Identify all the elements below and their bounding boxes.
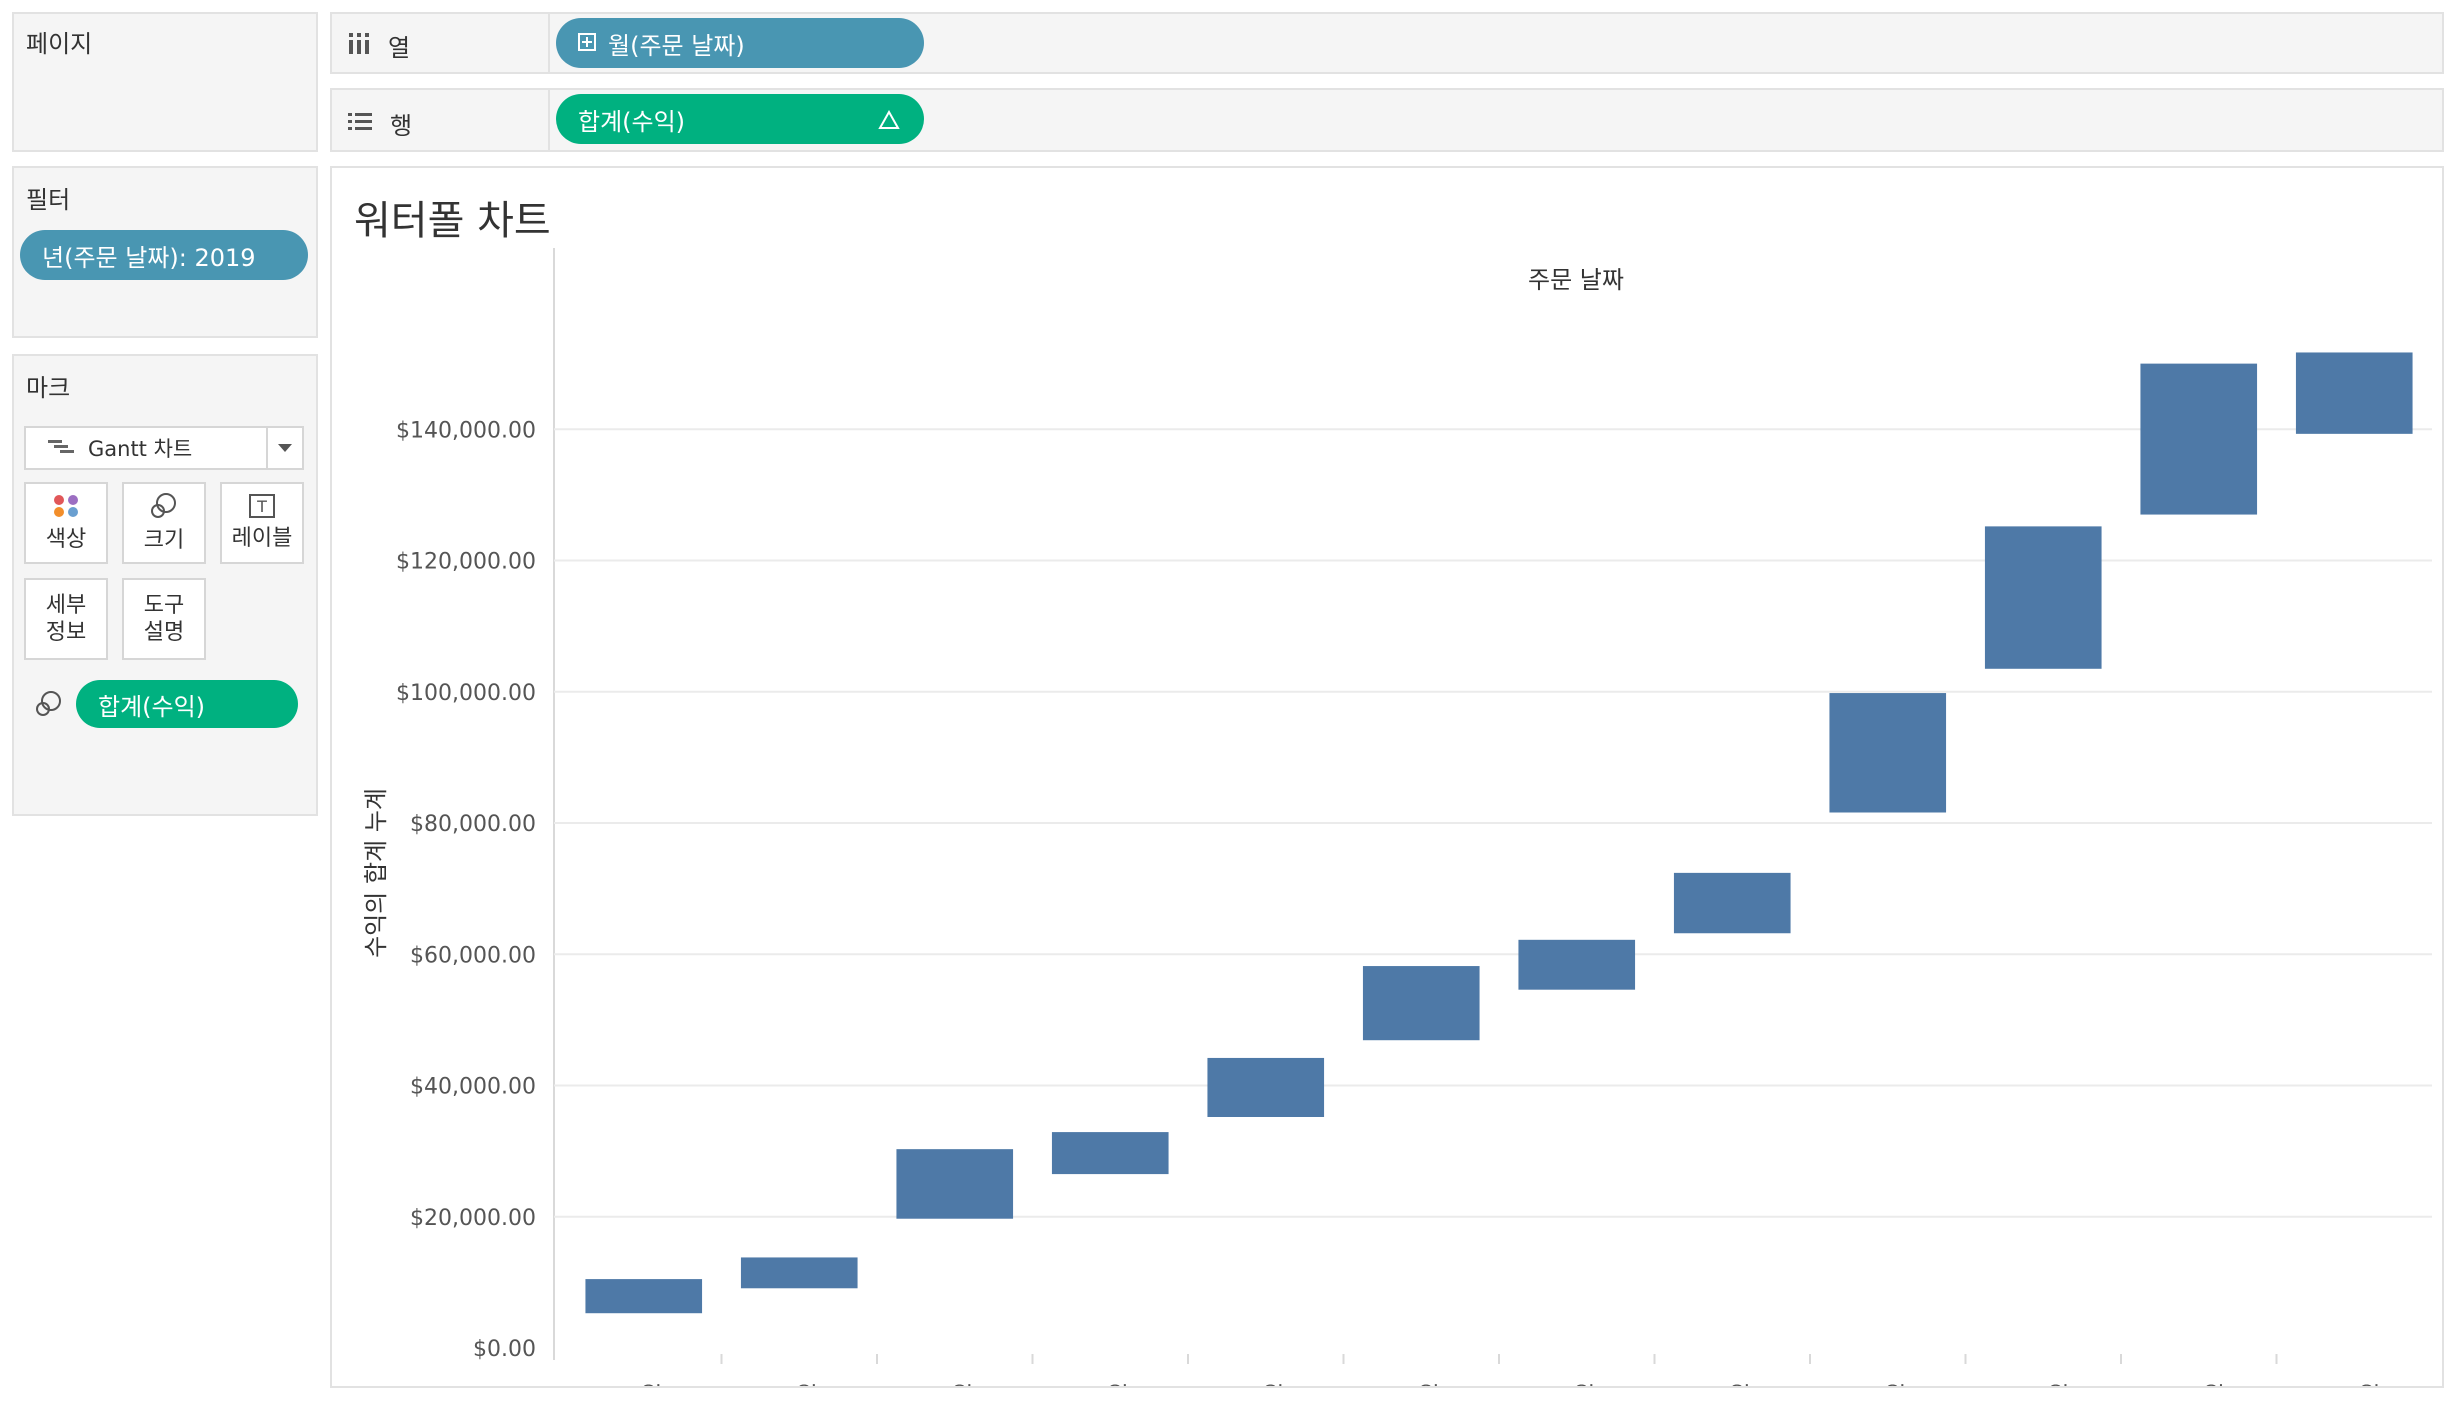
color-label: 색상: [45, 527, 87, 552]
gantt-bar: [1518, 939, 1636, 990]
gantt-bar: [2295, 352, 2413, 434]
delta-icon: [878, 108, 900, 136]
filter-pill-year[interactable]: 년(주문 날짜): 2019: [20, 230, 308, 280]
y-tick-label: $80,000.00: [410, 812, 536, 837]
gantt-bar: [1829, 693, 1947, 813]
gantt-bar: [2140, 363, 2258, 515]
x-tick-label: 12월: [2328, 1382, 2381, 1386]
columns-label: 열: [388, 34, 411, 62]
size-label: 크기: [143, 528, 185, 553]
y-tick-label: $60,000.00: [410, 943, 536, 968]
filters-card[interactable]: 필터 년(주문 날짜): 2019: [12, 166, 318, 338]
rows-label: 행: [390, 112, 413, 140]
y-tick-label: $0.00: [473, 1337, 536, 1362]
x-tick-label: 11월: [2172, 1382, 2225, 1386]
x-tick-label: 10월: [2017, 1382, 2070, 1386]
gantt-bar: [585, 1279, 703, 1314]
x-tick-label: 4월: [1092, 1382, 1129, 1386]
mark-type-dropdown[interactable]: Gantt 차트: [24, 426, 304, 470]
y-tick-label: $100,000.00: [396, 681, 536, 706]
tooltip-label-line1: 도구: [143, 592, 185, 618]
columns-pill-label: 월(주문 날짜): [608, 31, 745, 60]
chart-panel: 워터폴 차트 $0.00 $20,000.00 $40,000.00 $60,000.…: [330, 166, 2444, 1388]
label-button[interactable]: T 레이블: [220, 482, 304, 564]
marks-card[interactable]: 마크 Gantt 차트 색상 크기 T 레이블 세부 정보 도구 설명: [12, 354, 318, 816]
columns-shelf-title: 열: [348, 28, 410, 63]
color-button[interactable]: 색상: [24, 482, 108, 564]
gantt-bar: [1051, 1132, 1169, 1175]
label-button-label: 레이블: [231, 526, 293, 551]
x-tick-label: 9월: [1869, 1382, 1906, 1386]
detail-label-line2: 정보: [45, 620, 87, 645]
size-button[interactable]: 크기: [122, 482, 206, 564]
pages-card[interactable]: 페이지: [12, 12, 318, 152]
expand-plus-icon[interactable]: [578, 29, 596, 57]
columns-divider: [548, 14, 550, 72]
gantt-bar: [896, 1149, 1014, 1219]
gantt-bar: [1207, 1057, 1325, 1117]
y-tick-label: $40,000.00: [410, 1075, 536, 1100]
rows-shelf-title: 행: [348, 106, 412, 141]
tooltip-button[interactable]: 도구 설명: [122, 578, 206, 660]
x-tick-label: 8월: [1714, 1382, 1751, 1386]
gantt-bar: [1984, 526, 2102, 669]
rows-pill-profit[interactable]: 합계(수익): [556, 94, 924, 144]
x-tick-label: 5월: [1247, 1382, 1284, 1386]
marks-label: 마크: [26, 374, 71, 402]
rows-divider: [548, 90, 550, 150]
x-tick-label: 6월: [1403, 1382, 1440, 1386]
y-axis-title: 수익의 합계 누계: [362, 788, 390, 958]
gantt-bar: [1362, 966, 1480, 1041]
sheet-title: 워터폴 차트: [354, 198, 551, 244]
columns-icon: [348, 32, 370, 60]
size-encoding-pill[interactable]: 합계(수익): [76, 680, 298, 728]
y-tick-label: $140,000.00: [396, 418, 536, 443]
tooltip-label-line2: 설명: [143, 620, 185, 645]
filters-label: 필터: [26, 186, 71, 214]
gantt-icon: [48, 436, 74, 460]
text-label-icon: T: [249, 493, 275, 526]
x-tick-label: 3월: [936, 1382, 973, 1386]
detail-button[interactable]: 세부 정보: [24, 578, 108, 660]
x-tick-label: 1월: [625, 1382, 662, 1386]
rows-icon: [348, 110, 372, 138]
mark-type-label: Gantt 차트: [88, 437, 193, 461]
rows-shelf[interactable]: 행 합계(수익): [330, 88, 2444, 152]
chevron-down-icon[interactable]: [266, 428, 302, 468]
x-axis-title: 주문 날짜: [1528, 266, 1624, 294]
svg-text:T: T: [256, 497, 267, 516]
x-tick-label: 2월: [781, 1382, 818, 1386]
rows-pill-label: 합계(수익): [578, 107, 686, 136]
x-tick-label: 7월: [1558, 1382, 1595, 1386]
y-tick-label: $20,000.00: [410, 1206, 536, 1231]
columns-shelf[interactable]: 열 월(주문 날짜): [330, 12, 2444, 74]
size-icon: [149, 492, 179, 528]
gantt-bar: [1673, 872, 1791, 934]
color-icon: [52, 493, 80, 527]
columns-pill-month[interactable]: 월(주문 날짜): [556, 18, 924, 68]
detail-label-line1: 세부: [45, 592, 87, 618]
size-encoding-icon: [34, 690, 64, 722]
gantt-bar: [740, 1257, 858, 1289]
pages-label: 페이지: [26, 30, 93, 58]
waterfall-chart: $0.00 $20,000.00 $40,000.00 $60,000.00 $80,0…: [362, 248, 2432, 1386]
y-tick-label: $120,000.00: [396, 550, 536, 575]
